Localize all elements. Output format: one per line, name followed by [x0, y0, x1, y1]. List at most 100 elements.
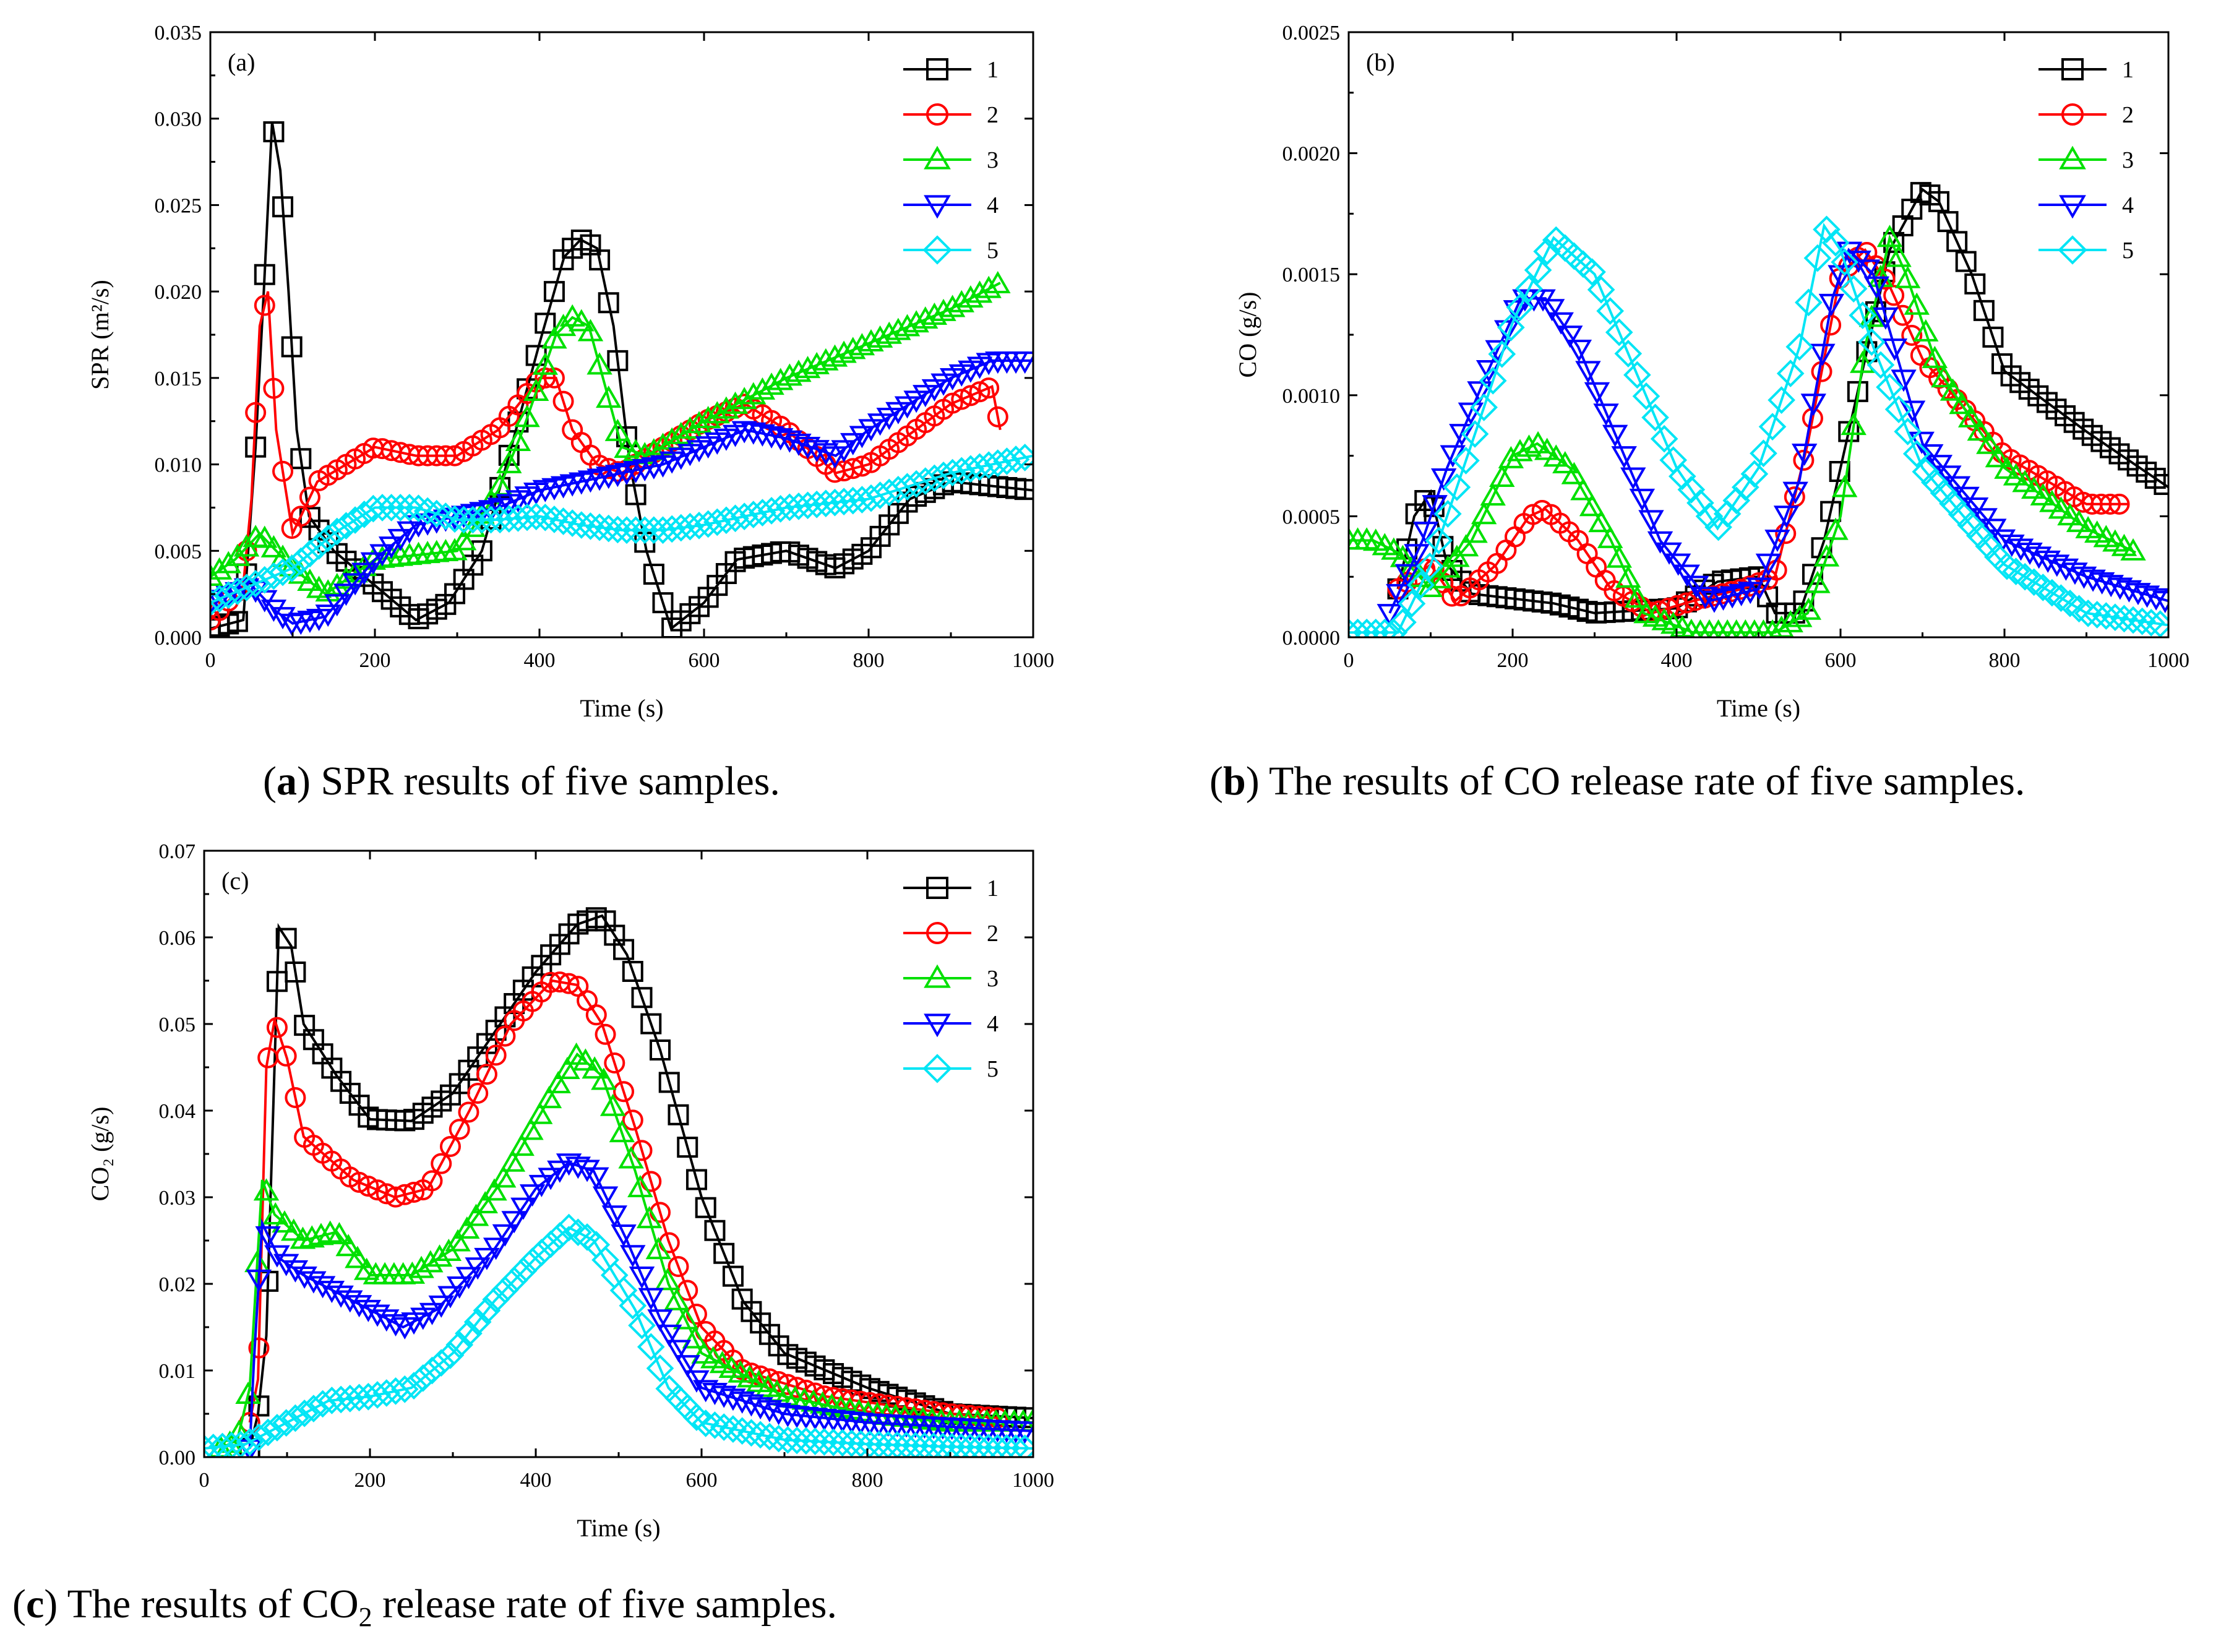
- series-4-point: [840, 432, 866, 455]
- series-3-point: [704, 401, 730, 424]
- series-4-point: [729, 1391, 755, 1414]
- series-4-point: [291, 1266, 317, 1289]
- series-4-point: [2089, 572, 2115, 595]
- series-3-point: [1777, 610, 1803, 633]
- x-tick-label: 600: [1825, 649, 1857, 672]
- series-5-point: [427, 1349, 455, 1377]
- y-tick-label: 0.00: [159, 1447, 196, 1469]
- series-4-point: [447, 1276, 473, 1299]
- series-4-point: [565, 1156, 591, 1179]
- series-5-point: [577, 512, 604, 540]
- caption-a: (a) SPR results of five samples.: [263, 759, 780, 804]
- series-1-point: [1982, 326, 2004, 348]
- series-4-point: [309, 1276, 336, 1299]
- series-3-point: [1717, 619, 1738, 637]
- series-5-point: [947, 457, 976, 485]
- series-4-point: [1881, 338, 1908, 361]
- series-1-point: [1955, 251, 1977, 272]
- series-1-point: [504, 992, 525, 1014]
- series-4-point: [849, 426, 875, 449]
- series-1-point: [254, 264, 275, 285]
- series-1-point: [741, 1301, 762, 1322]
- series-4-point: [1674, 564, 1700, 587]
- series-5-point: [728, 1417, 756, 1445]
- series-1-point: [570, 230, 592, 251]
- series-5-point: [278, 554, 306, 583]
- series-3: [1349, 225, 2146, 637]
- series-3-point: [272, 1210, 298, 1233]
- series-1-point: [426, 598, 447, 620]
- series-2-point: [348, 1171, 370, 1193]
- series-4-point: [1828, 265, 1854, 288]
- series-2-point: [467, 1083, 489, 1104]
- legend: 1 2 3 4 5: [903, 57, 999, 265]
- series-1-point: [887, 502, 909, 524]
- legend-label: 2: [987, 921, 999, 947]
- series-5-point: [2092, 602, 2120, 630]
- series-3-point: [408, 1255, 434, 1278]
- series-4-point: [2107, 577, 2133, 600]
- series-5-point: [1839, 275, 1868, 303]
- series-4-point: [1873, 307, 1899, 330]
- series-4-point: [437, 1286, 463, 1309]
- series-1-point: [580, 234, 601, 256]
- series-1-point: [245, 436, 267, 458]
- series-5-point: [332, 512, 360, 540]
- series-4-point: [382, 1314, 409, 1336]
- series-4-point: [804, 440, 830, 463]
- series-4-point: [519, 1184, 546, 1207]
- series-1-point: [266, 971, 288, 992]
- series-3-point: [1606, 545, 1632, 568]
- series-3-point: [523, 378, 549, 401]
- y-tick-label: 0.030: [155, 108, 202, 131]
- series-4-point: [2017, 542, 2043, 565]
- y-tick-label: 0.07: [159, 840, 196, 863]
- series-5-point: [1803, 244, 1832, 272]
- legend-marker: [924, 1013, 951, 1038]
- series-5-point: [555, 1213, 583, 1242]
- series-5-point: [400, 1372, 428, 1400]
- x-tick-label: 400: [1661, 649, 1693, 672]
- series-1-point: [860, 537, 882, 559]
- series-1-point: [303, 1029, 324, 1051]
- legend-label: 1: [987, 57, 999, 83]
- series-3-point: [445, 1229, 471, 1252]
- series-5-point: [1515, 275, 1543, 303]
- panel-label: (c): [221, 867, 249, 895]
- series-4-point: [1467, 381, 1493, 404]
- series-3-point: [1690, 619, 1711, 637]
- series-1-point: [685, 1169, 707, 1190]
- x-tick-label: 600: [686, 1469, 718, 1492]
- series-3-point: [903, 310, 929, 333]
- series-3-point: [876, 321, 902, 344]
- series-5-point: [619, 1291, 647, 1320]
- legend-marker: [924, 145, 951, 170]
- series-4-point: [2143, 588, 2168, 611]
- y-tick-label: 0.035: [155, 22, 202, 45]
- series-2-point: [485, 1044, 507, 1066]
- series-3-point: [536, 1086, 562, 1109]
- series-4-point: [1611, 446, 1637, 469]
- series-5-point: [1362, 618, 1390, 637]
- series-4-point: [360, 552, 387, 575]
- series-5-point: [712, 506, 741, 535]
- series-1-point: [403, 1109, 425, 1130]
- series-5-point: [549, 507, 577, 535]
- legend-label: 5: [987, 238, 999, 264]
- series-4-point: [1638, 510, 1664, 533]
- series-3-point: [627, 1175, 653, 1198]
- series-4-point: [794, 437, 821, 460]
- legend-marker: [926, 922, 948, 944]
- series-4-point: [346, 1295, 372, 1318]
- series-3-point: [262, 1202, 288, 1224]
- series-5-point: [1497, 313, 1525, 342]
- legend-marker: [2061, 103, 2084, 126]
- series-2-point: [969, 381, 990, 403]
- series-4-point: [474, 1247, 500, 1270]
- series-4-point: [378, 536, 405, 559]
- series-3-point: [645, 1237, 672, 1260]
- series-3-point: [1735, 619, 1756, 637]
- series-3-point: [722, 391, 749, 414]
- series-3-point: [1507, 439, 1533, 462]
- series-4-point: [786, 433, 812, 456]
